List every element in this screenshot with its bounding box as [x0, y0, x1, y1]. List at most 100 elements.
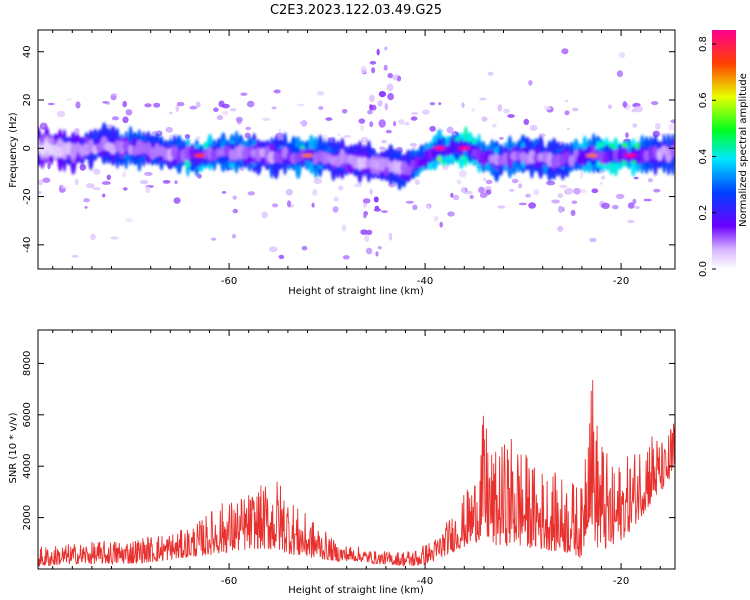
- heatmap-cell: [648, 145, 654, 161]
- heatmap-cell: [463, 190, 473, 195]
- x-tick-label: -20: [613, 276, 629, 287]
- heatmap-cell: [579, 171, 584, 179]
- heatmap-cell: [561, 48, 569, 55]
- heatmap-cell: [174, 180, 178, 185]
- heatmap-cell: [228, 149, 236, 161]
- heatmap-cell: [387, 73, 393, 79]
- heatmap-cell: [272, 203, 279, 208]
- heatmap-cell: [479, 97, 487, 101]
- heatmap-cell: [139, 180, 149, 185]
- heatmap-cell: [240, 92, 248, 96]
- y-tick-label: 40: [22, 45, 33, 58]
- heatmap-cell: [414, 179, 420, 185]
- heatmap-cell: [338, 185, 344, 191]
- heatmap-cell: [485, 189, 492, 195]
- heatmap-cell: [125, 109, 133, 116]
- heatmap-cell: [369, 104, 373, 111]
- heatmap-cell: [189, 105, 198, 110]
- heatmap-cell: [478, 186, 485, 194]
- heatmap-cell: [616, 193, 625, 200]
- heatmap-cell: [377, 246, 382, 250]
- colorbar-gradient: [712, 30, 736, 269]
- heatmap-cell: [632, 123, 638, 128]
- heatmap-cell: [386, 83, 394, 92]
- heatmap-cell: [387, 92, 394, 101]
- heatmap-cell: [497, 104, 503, 112]
- heatmap-cell: [518, 202, 527, 206]
- heatmap-cell: [423, 149, 429, 163]
- heatmap-cell: [388, 161, 394, 173]
- heatmap-cell: [426, 205, 431, 209]
- heatmap-cell: [369, 188, 373, 195]
- heatmap-cell: [184, 134, 191, 139]
- heatmap-cell: [461, 102, 465, 108]
- heatmap-cell: [333, 196, 339, 202]
- colorbar-label: Normalized spectral amplitude: [738, 73, 749, 227]
- heatmap-cell: [627, 202, 635, 209]
- heatmap-cell: [210, 237, 217, 241]
- heatmap-cell: [218, 100, 225, 108]
- heatmap-cell: [153, 102, 161, 108]
- heatmap-cell: [365, 229, 373, 236]
- y-tick-label: 6000: [22, 402, 33, 427]
- heatmap-cell: [611, 204, 619, 210]
- spectrogram-y-ticks: -40 -20 0 20 40: [22, 45, 675, 253]
- heatmap-cell: [83, 198, 90, 203]
- heatmap-cell: [229, 108, 237, 112]
- heatmap-cell: [381, 139, 387, 144]
- heatmap-cell: [405, 200, 414, 204]
- heatmap-cell: [447, 211, 455, 217]
- heatmap-cell: [176, 150, 182, 163]
- heatmap-cell: [412, 204, 418, 211]
- heatmap-cell: [643, 149, 650, 162]
- heatmap-cell: [135, 140, 144, 155]
- y-tick-label: 2000: [22, 505, 33, 530]
- heatmap-cell: [57, 146, 63, 158]
- snr-panel: -60 -40 -20 2000 4000 6000 8000 Height of str…: [8, 329, 676, 596]
- heatmap-cell: [371, 67, 375, 74]
- heatmap-cell: [557, 225, 564, 232]
- heatmap-cell: [318, 106, 324, 110]
- colorbar-tick-label: 0.4: [698, 149, 709, 165]
- heatmap-cell: [299, 121, 304, 124]
- heatmap-marks: [38, 46, 675, 260]
- heatmap-cell: [59, 184, 64, 188]
- heatmap-cell: [559, 184, 568, 189]
- heatmap-cell: [232, 208, 238, 214]
- colorbar-tick-label: 0.0: [698, 261, 709, 277]
- x-tick-label: -60: [221, 576, 237, 587]
- heatmap-cell: [196, 135, 201, 140]
- heatmap-cell: [374, 205, 380, 210]
- heatmap-cell: [378, 91, 386, 98]
- heatmap-cell: [79, 164, 87, 171]
- snr-x-label: Height of straight line (km): [288, 585, 424, 596]
- heatmap-cell: [392, 159, 399, 174]
- heatmap-cell: [332, 206, 339, 213]
- heatmap-cell: [369, 94, 375, 102]
- heatmap-cell: [670, 144, 675, 157]
- heatmap-hotspot: [458, 146, 471, 151]
- heatmap-cell: [221, 191, 227, 194]
- heatmap-cell: [670, 119, 675, 124]
- spectrogram-x-ticks: -60 -40 -20: [52, 30, 661, 287]
- heatmap-cell: [621, 146, 628, 161]
- heatmap-cell: [499, 136, 504, 140]
- heatmap-cell: [277, 153, 284, 164]
- heatmap-cell: [634, 105, 643, 113]
- x-tick-label: -20: [613, 576, 629, 587]
- heatmap-cell: [388, 232, 393, 241]
- heatmap-cell: [493, 153, 500, 166]
- snr-x-ticks: -60 -40 -20: [52, 330, 661, 587]
- heatmap-cell: [360, 136, 369, 143]
- heatmap-cell: [241, 147, 249, 160]
- heatmap-cell: [485, 179, 493, 185]
- heatmap-cell: [429, 102, 436, 106]
- heatmap-cell: [360, 124, 364, 131]
- heatmap-cell: [608, 149, 614, 162]
- heatmap-cell: [144, 103, 152, 108]
- heatmap-cell: [360, 229, 368, 235]
- heatmap-cell: [502, 152, 509, 166]
- heatmap-cell: [272, 151, 280, 163]
- heatmap-cell: [487, 71, 494, 76]
